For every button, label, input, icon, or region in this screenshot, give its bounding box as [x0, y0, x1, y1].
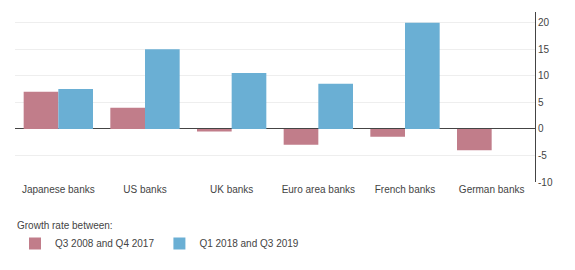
- svg-text:Q3 2008 and Q4 2017: Q3 2008 and Q4 2017: [55, 238, 154, 249]
- svg-text:-10: -10: [538, 177, 553, 188]
- svg-text:Growth rate between:: Growth rate between:: [17, 220, 113, 231]
- svg-text:5: 5: [538, 97, 544, 108]
- svg-text:Q1 2018 and Q3 2019: Q1 2018 and Q3 2019: [199, 238, 298, 249]
- svg-text:French banks: French banks: [375, 184, 436, 195]
- svg-text:10: 10: [538, 70, 550, 81]
- svg-text:US banks: US banks: [123, 184, 166, 195]
- svg-text:UK banks: UK banks: [210, 184, 253, 195]
- svg-text:15: 15: [538, 44, 550, 55]
- svg-text:0: 0: [538, 123, 544, 134]
- svg-text:Japanese banks: Japanese banks: [22, 184, 95, 195]
- svg-text:German banks: German banks: [459, 184, 525, 195]
- svg-text:Euro area banks: Euro area banks: [282, 184, 355, 195]
- svg-text:20: 20: [538, 17, 550, 28]
- svg-text:-5: -5: [538, 150, 547, 161]
